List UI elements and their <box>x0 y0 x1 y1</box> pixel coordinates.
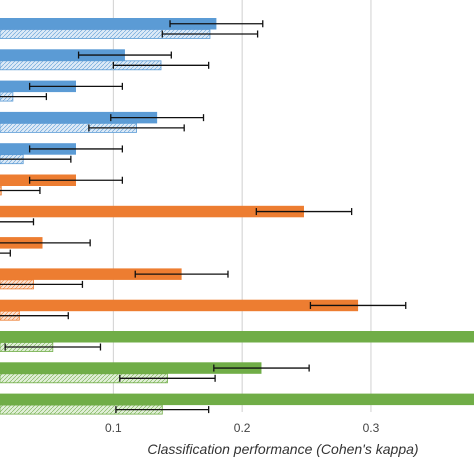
error-bar <box>0 312 69 320</box>
bars <box>0 18 474 415</box>
error-bar <box>0 249 11 257</box>
x-tick-label: 0.3 <box>363 421 380 435</box>
error-bar <box>28 176 124 184</box>
x-axis-ticks: 0.1 0.2 0.3 <box>105 421 380 435</box>
error-bar <box>161 30 259 38</box>
error-bar <box>0 155 72 163</box>
error-bar <box>0 218 35 226</box>
error-bar <box>28 82 124 90</box>
error-bar <box>88 124 185 132</box>
error-bar <box>0 280 84 288</box>
error-bar <box>77 51 172 59</box>
error-bar <box>112 61 210 69</box>
bar-solid <box>0 393 474 406</box>
bar-solid <box>0 362 262 374</box>
error-bar <box>115 406 210 414</box>
error-bar <box>134 270 229 278</box>
error-bar <box>119 374 216 382</box>
bar-solid <box>0 111 158 124</box>
error-bar <box>110 114 205 122</box>
bar-solid <box>0 205 304 218</box>
error-bar <box>255 208 353 216</box>
error-bar <box>0 187 41 194</box>
x-axis-title: Classification performance (Cohen's kapp… <box>147 441 418 457</box>
error-bar <box>213 364 310 372</box>
bar-solid <box>0 299 359 312</box>
error-bar <box>4 343 102 351</box>
error-bar <box>0 93 48 101</box>
x-tick-label: 0.1 <box>105 421 122 435</box>
error-bar <box>169 20 264 28</box>
bar-solid <box>0 268 182 280</box>
error-bars <box>0 20 407 414</box>
bar-solid <box>0 331 474 343</box>
error-bar <box>0 239 91 247</box>
error-bar <box>28 145 124 153</box>
bar-solid <box>0 18 217 30</box>
error-bar <box>309 301 407 309</box>
x-tick-label: 0.2 <box>234 421 251 435</box>
bar-solid <box>0 49 125 61</box>
